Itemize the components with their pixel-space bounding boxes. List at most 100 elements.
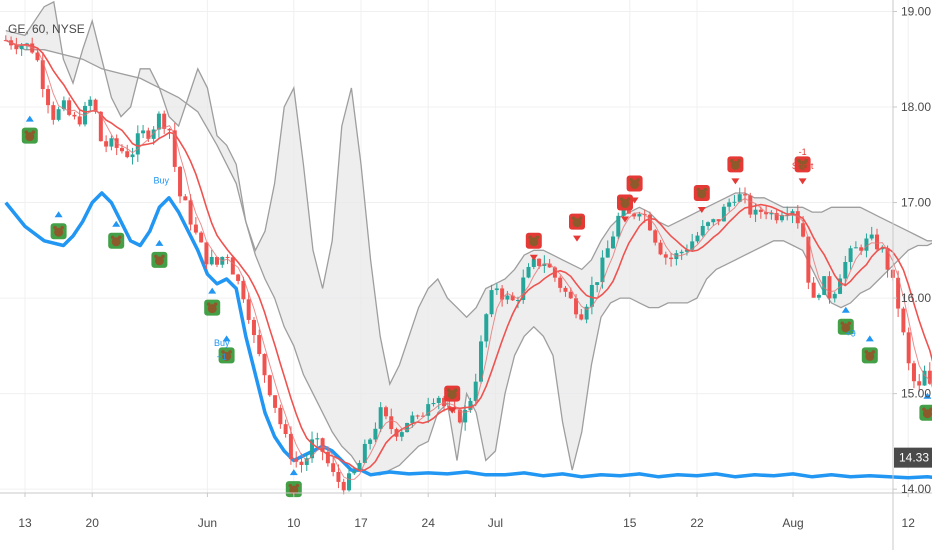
candle-body	[251, 319, 256, 336]
candle-body	[273, 395, 278, 408]
buy-arrow-icon	[112, 220, 121, 227]
buy-arrow-icon	[865, 335, 874, 342]
candle-body	[864, 238, 869, 251]
candle-body	[267, 375, 272, 396]
animal-icon	[865, 351, 875, 361]
animal-ear-icon	[847, 321, 852, 326]
candle-body	[204, 242, 209, 265]
candle-body	[579, 314, 584, 320]
sell-arrow-icon	[630, 197, 639, 204]
candle-body	[616, 215, 621, 237]
animal-ear-icon	[213, 302, 218, 306]
animal-ear-icon	[864, 350, 869, 354]
candle-body	[848, 248, 853, 263]
animal-icon	[447, 390, 457, 400]
bull-signal-marker	[837, 306, 854, 335]
candle-body	[748, 195, 753, 215]
candle-body	[77, 116, 82, 125]
candle-body	[479, 341, 483, 382]
candle-body	[119, 147, 124, 152]
candle-body	[40, 60, 45, 90]
cloud-upper-line	[5, 0, 932, 387]
time-tick-label: 12	[902, 516, 916, 530]
candle-body	[135, 133, 140, 155]
candle-body	[647, 214, 652, 231]
candle-body	[299, 461, 304, 465]
candle-body	[537, 258, 542, 266]
signal-annotation: -1	[799, 147, 807, 157]
time-tick-label: 17	[354, 516, 368, 530]
animal-icon	[154, 256, 164, 266]
candle-body	[584, 306, 589, 320]
candle-body	[716, 219, 721, 222]
bear-signal-marker	[794, 156, 811, 185]
bear-signal-marker	[525, 232, 542, 261]
candle-body	[14, 45, 19, 50]
animal-ear-icon	[929, 407, 932, 412]
candle-body	[19, 45, 24, 50]
buy-arrow-icon	[25, 115, 34, 122]
candle-body	[500, 288, 505, 300]
candle-body	[51, 105, 56, 120]
price-tick-label: 14.00	[901, 482, 931, 496]
candle-body	[732, 201, 737, 203]
candle-body	[658, 242, 663, 255]
candle-body	[172, 130, 177, 167]
candle-body	[426, 404, 431, 416]
candle-body	[927, 370, 932, 384]
candle-body	[209, 256, 214, 265]
candle-body	[35, 52, 40, 61]
animal-ear-icon	[24, 130, 29, 134]
candle-body	[162, 113, 167, 129]
animal-ear-icon	[110, 235, 115, 240]
animal-icon	[630, 179, 640, 189]
buy-arrow-icon	[208, 287, 217, 294]
candle-body	[885, 248, 890, 270]
candle-body	[72, 114, 77, 117]
candle-body	[141, 130, 146, 134]
candle-body	[278, 407, 283, 425]
candle-body	[727, 202, 732, 207]
last-price-badge	[894, 447, 932, 468]
candle-body	[822, 276, 827, 295]
candle-body	[743, 194, 747, 196]
candle-body	[288, 434, 293, 460]
animal-ear-icon	[221, 350, 225, 354]
candle-body	[56, 109, 61, 120]
candle-body	[399, 432, 404, 437]
animal-ear-icon	[636, 178, 640, 182]
candle-body	[653, 230, 658, 243]
candle-body	[816, 294, 821, 298]
animal-ear-icon	[797, 159, 801, 163]
candle-body	[420, 415, 425, 417]
bear-signal-marker	[617, 194, 633, 223]
sell-arrow-icon	[448, 407, 457, 414]
candle-body	[193, 224, 198, 233]
animal-ear-icon	[528, 235, 533, 240]
candle-body	[383, 407, 388, 417]
candle-body	[130, 154, 135, 158]
candle-body	[230, 257, 235, 275]
time-tick-label: 10	[287, 516, 301, 530]
price-tick-label: 19.00	[901, 4, 931, 18]
animal-icon	[207, 304, 217, 314]
animal-ear-icon	[117, 235, 122, 240]
signal-annotation: Buy	[154, 175, 170, 185]
candle-body	[463, 410, 468, 423]
animal-ear-icon	[295, 483, 300, 488]
animal-icon	[289, 485, 299, 495]
bull-signal-marker	[151, 239, 168, 268]
candle-body	[320, 438, 325, 452]
blue-indicator-line	[4, 191, 932, 480]
animal-icon	[620, 199, 630, 209]
animal-ear-icon	[154, 254, 158, 259]
time-tick-label: 13	[18, 516, 32, 530]
candle-body	[684, 249, 689, 252]
candle-body	[901, 308, 906, 333]
candle-body	[911, 363, 916, 382]
last-price-label: 14.33	[899, 451, 929, 465]
moving-average-lines	[5, 39, 932, 480]
sell-arrow-icon	[529, 254, 538, 261]
